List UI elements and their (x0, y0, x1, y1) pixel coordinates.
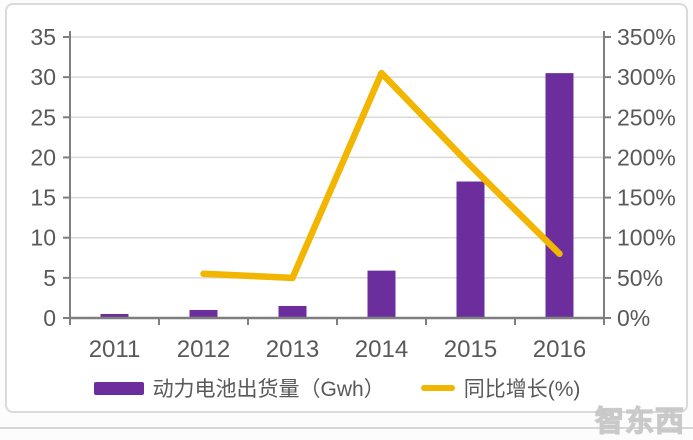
bar-series-label: 动力电池出货量（Gwh） (152, 378, 385, 401)
left-axis-tick-label: 10 (30, 225, 56, 251)
bar-2014 (367, 270, 396, 318)
x-axis-category-label: 2011 (89, 336, 141, 363)
line-series-label: 同比增长(%) (463, 378, 581, 401)
left-axis-tick-label: 0 (43, 305, 56, 331)
bottom-divider (0, 427, 693, 429)
left-axis-tick-label: 30 (30, 64, 56, 90)
bar-2011 (100, 313, 129, 318)
left-axis-tick-label: 35 (30, 24, 56, 50)
right-axis-tick-label: 300% (617, 64, 676, 90)
left-axis-tick-label: 5 (43, 265, 56, 291)
right-axis-tick-label: 350% (617, 24, 676, 50)
right-axis-tick-label: 150% (617, 185, 676, 211)
right-axis-tick-label: 100% (617, 225, 676, 251)
chart-card (5, 3, 688, 413)
bar-2016 (545, 73, 574, 318)
x-axis-category-label: 2015 (444, 336, 497, 363)
bar-series-swatch (93, 381, 144, 395)
x-axis-category-label: 2013 (266, 336, 319, 363)
left-axis-tick-label: 20 (30, 144, 56, 170)
right-axis-tick-label: 50% (617, 265, 663, 291)
watermark-logo: 智东西 (594, 405, 686, 438)
right-axis-tick-label: 0% (617, 305, 650, 331)
line-series-swatch (420, 385, 455, 391)
bar-2012 (189, 309, 218, 318)
bar-2013 (278, 305, 307, 318)
left-axis-tick-label: 15 (30, 185, 56, 211)
legend-item-growth: 同比增长(%) (420, 373, 581, 403)
chart-legend: 动力电池出货量（Gwh） 同比增长(%) (70, 375, 604, 401)
x-axis-category-label: 2014 (355, 336, 408, 363)
x-axis-category-label: 2012 (177, 336, 230, 363)
legend-item-shipments: 动力电池出货量（Gwh） (93, 373, 385, 403)
x-axis-category-label: 2016 (533, 336, 586, 363)
right-axis-tick-label: 250% (617, 104, 676, 130)
right-axis-tick-label: 200% (617, 144, 676, 170)
growth-line (200, 69, 563, 282)
bar-2015 (456, 181, 485, 318)
left-axis-tick-label: 25 (30, 104, 56, 130)
